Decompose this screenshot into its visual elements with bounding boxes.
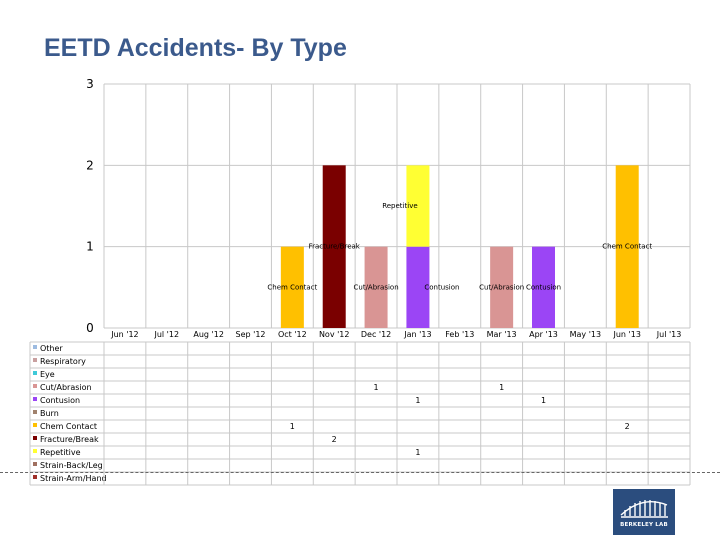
bar-segment [280, 246, 304, 328]
table-cell-value: 1 [290, 422, 295, 431]
bar-segment [490, 246, 514, 328]
legend-entry: Cut/Abrasion [40, 383, 92, 392]
legend-swatch [33, 384, 37, 388]
x-tick-label: Mar '13 [487, 330, 517, 339]
x-tick-label: May '13 [570, 330, 601, 339]
legend-swatch [33, 423, 37, 427]
bar-segment [322, 165, 346, 328]
table-cell-value: 1 [499, 383, 504, 392]
chart-axes: 0 1 2 3 Jun '12 Jul '12 Aug '12 Sep '12 Oct '12 N… [86, 77, 681, 339]
legend-swatch [33, 462, 37, 466]
table-cell-value: 1 [541, 396, 546, 405]
chart-segment-labels: Chem Contact Fracture/Break Cut/Abrasion Re… [267, 202, 652, 291]
y-tick-label: 0 [86, 321, 94, 335]
x-tick-label: Dec '12 [361, 330, 391, 339]
x-tick-label: Jun '12 [110, 330, 138, 339]
bar-segment [406, 165, 430, 247]
slide-title: EETD Accidents- By Type [44, 34, 347, 62]
legend-entry: Respiratory [40, 357, 86, 366]
legend-entry: Repetitive [40, 448, 81, 457]
legend-entry: Contusion [40, 396, 80, 405]
segment-label: Cut/Abrasion [479, 283, 524, 291]
chart-bars [280, 165, 639, 328]
y-tick-label: 2 [86, 158, 94, 172]
x-tick-label: Feb '13 [445, 330, 474, 339]
segment-label: Cut/Abrasion [354, 283, 399, 291]
x-tick-label: Aug '12 [193, 330, 224, 339]
x-tick-label: Jul '13 [656, 330, 682, 339]
data-table: Other Respiratory Eye Cut/Abrasion 1 1 Contusi… [29, 341, 691, 486]
legend-entry: Other [40, 344, 63, 353]
bar-segment [364, 246, 388, 328]
chart-grid [103, 83, 691, 329]
bar-segment [532, 246, 555, 328]
legend-entry: Strain-Arm/Hand [40, 474, 107, 483]
x-tick-label: Jun '13 [613, 330, 641, 339]
legend-entry: Strain-Back/Leg [40, 461, 103, 470]
slide-divider [0, 472, 720, 473]
legend-swatch [33, 410, 37, 414]
x-tick-label: Nov '12 [319, 330, 350, 339]
x-tick-label: Jul '12 [153, 330, 179, 339]
table-cell-value: 2 [625, 422, 630, 431]
segment-label: Contusion [526, 283, 561, 291]
legend-entry: Eye [40, 370, 55, 379]
segment-label: Repetitive [382, 202, 417, 210]
legend-swatch [33, 358, 37, 362]
x-tick-label: Apr '13 [529, 330, 558, 339]
y-tick-label: 1 [86, 240, 94, 254]
bar-segment [615, 165, 639, 328]
legend-swatch [33, 345, 37, 349]
legend-entry: Chem Contact [40, 422, 97, 431]
segment-label: Contusion [424, 283, 459, 291]
table-cell-value: 1 [374, 383, 379, 392]
legend-swatch [33, 397, 37, 401]
x-tick-label: Oct '12 [278, 330, 307, 339]
x-tick-label: Sep '12 [236, 330, 266, 339]
legend-swatch [33, 475, 37, 479]
table-cell-value: 2 [332, 435, 337, 444]
berkeley-lab-logo: BERKELEY LAB [613, 489, 675, 535]
table-cell-value: 1 [415, 448, 420, 457]
x-tick-label: Jan '13 [403, 330, 431, 339]
segment-label: Fracture/Break [309, 243, 361, 251]
legend-swatch [33, 436, 37, 440]
y-tick-label: 3 [86, 77, 94, 91]
legend-swatch [33, 449, 37, 453]
legend-entry: Fracture/Break [40, 435, 99, 444]
table-cell-value: 1 [415, 396, 420, 405]
bar-segment [406, 246, 430, 328]
legend-swatch [33, 371, 37, 375]
legend-entry: Burn [40, 409, 59, 418]
segment-label: Chem Contact [602, 243, 652, 251]
segment-label: Chem Contact [267, 283, 317, 291]
